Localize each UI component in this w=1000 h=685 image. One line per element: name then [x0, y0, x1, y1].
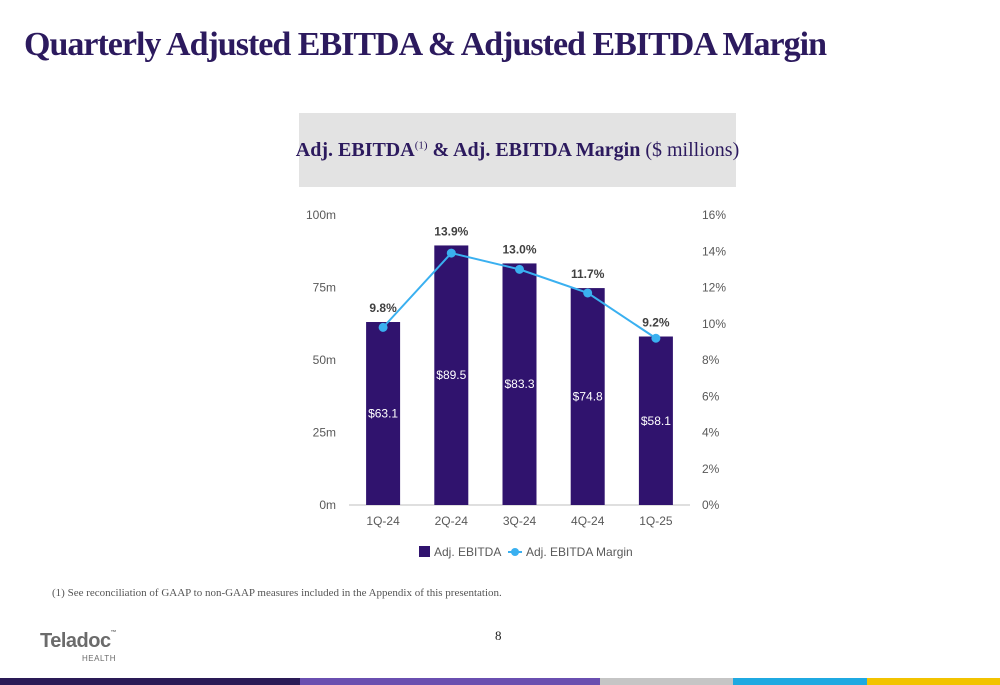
x-tick-label: 2Q-24	[435, 514, 469, 528]
y-right-tick-label: 8%	[702, 353, 720, 367]
y-right-tick-label: 6%	[702, 389, 720, 403]
bar	[434, 245, 469, 505]
y-left-tick-label: 0m	[319, 498, 336, 512]
bottom-bar-segment	[600, 678, 733, 685]
chart-title-footnote-ref: (1)	[414, 138, 428, 151]
bottom-bar-segment	[300, 678, 600, 685]
bottom-bar-segment	[0, 678, 300, 685]
chart-title-units: ($ millions)	[640, 138, 740, 161]
x-tick-label: 1Q-24	[366, 514, 400, 528]
bar	[638, 336, 673, 505]
x-tick-label: 3Q-24	[503, 514, 537, 528]
x-tick-label: 1Q-25	[639, 514, 673, 528]
bar-data-label: $89.5	[436, 368, 466, 382]
bar-data-label: $58.1	[641, 414, 671, 428]
margin-point	[651, 333, 661, 343]
chart-title-main-b: & Adj. EBITDA Margin	[427, 138, 641, 161]
logo-wordmark: Teladoc™	[40, 630, 117, 653]
margin-data-label: 11.7%	[571, 267, 605, 281]
chart-title: Adj. EBITDA(1) & Adj. EBITDA Margin ($ m…	[296, 139, 739, 162]
y-right-tick-label: 4%	[702, 426, 720, 440]
margin-data-label: 13.0%	[502, 242, 536, 256]
bar	[570, 288, 605, 505]
y-left-tick-label: 75m	[313, 281, 336, 295]
logo-subtext: HEALTH	[82, 654, 116, 663]
y-right-tick-label: 10%	[702, 317, 726, 331]
bottom-color-bar	[0, 678, 1000, 685]
y-left-tick-label: 25m	[313, 426, 336, 440]
y-right-tick-label: 12%	[702, 281, 726, 295]
y-right-tick-label: 0%	[702, 498, 720, 512]
legend-bar-label: Adj. EBITDA	[434, 545, 501, 559]
chart-title-main-a: Adj. EBITDA	[295, 138, 415, 161]
teladoc-logo: Teladoc™ HEALTH	[40, 630, 117, 663]
chart-title-box: Adj. EBITDA(1) & Adj. EBITDA Margin ($ m…	[296, 113, 739, 187]
margin-point	[446, 248, 456, 258]
footnote: (1) See reconciliation of GAAP to non-GA…	[52, 587, 502, 599]
y-right-tick-label: 16%	[702, 208, 726, 222]
legend-line-label: Adj. EBITDA Margin	[526, 545, 633, 559]
y-right-tick-label: 14%	[702, 244, 726, 258]
bar	[502, 263, 537, 505]
bar	[366, 322, 401, 505]
margin-point	[583, 288, 593, 298]
bar-data-label: $63.1	[368, 407, 398, 421]
y-right-tick-label: 2%	[702, 462, 720, 476]
margin-data-label: 13.9%	[434, 224, 468, 238]
logo-main: Teladoc	[40, 630, 111, 652]
page-title: Quarterly Adjusted EBITDA & Adjusted EBI…	[24, 26, 827, 63]
margin-data-label: 9.2%	[642, 316, 670, 330]
margin-point	[515, 264, 524, 274]
x-tick-label: 4Q-24	[571, 514, 605, 528]
y-left-tick-label: 100m	[306, 208, 336, 222]
margin-point	[378, 322, 388, 332]
logo-trademark: ™	[110, 630, 117, 636]
margin-data-label: 9.8%	[369, 301, 397, 315]
y-left-tick-label: 50m	[313, 353, 336, 367]
page-number: 8	[495, 628, 502, 643]
bar-data-label: $74.8	[573, 390, 603, 404]
bottom-bar-segment	[867, 678, 1000, 685]
bottom-bar-segment	[733, 678, 867, 685]
legend-bar-swatch	[419, 546, 430, 557]
bar-data-label: $83.3	[504, 377, 534, 391]
legend-line-marker	[511, 548, 519, 556]
